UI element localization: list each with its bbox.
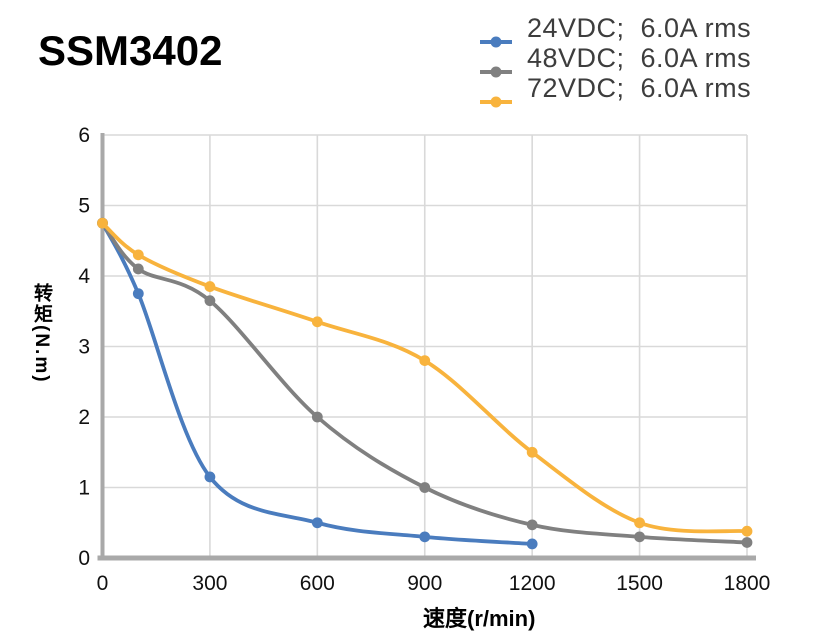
data-point-marker-48vdc — [132, 263, 144, 275]
data-point-marker-48vdc — [311, 411, 323, 423]
chart-title: SSM3402 — [38, 27, 223, 74]
y-tick-label: 2 — [78, 406, 90, 429]
x-axis-title: 速度(r/min) — [423, 606, 536, 631]
y-axis-title: 转矩(N.m) — [31, 283, 52, 384]
data-point-marker-72vdc — [526, 446, 538, 458]
legend-item-24vdc: 24VDC; 6.0A rms — [478, 13, 752, 48]
legend-label-72vdc: 72VDC; 6.0A rms — [527, 73, 752, 103]
y-tick-label: 4 — [78, 265, 90, 288]
x-tick-label: 1500 — [616, 572, 663, 595]
data-point-marker-48vdc — [204, 295, 216, 307]
y-tick-label: 0 — [78, 547, 90, 570]
data-point-marker-48vdc — [526, 519, 538, 531]
series-line-48vdc — [100, 221, 749, 545]
data-point-marker-72vdc — [741, 525, 753, 537]
series-line-72vdc — [100, 221, 749, 534]
y-tick-label: 1 — [78, 477, 90, 500]
data-point-marker-72vdc — [204, 281, 216, 292]
data-point-marker-72vdc — [419, 355, 431, 366]
x-tick-label: 0 — [97, 572, 109, 595]
legend-label-48vdc: 48VDC; 6.0A rms — [527, 43, 752, 73]
data-point-marker-24vdc — [311, 517, 323, 529]
y-tick-label: 6 — [78, 124, 90, 147]
data-point-marker-72vdc — [311, 316, 323, 328]
legend-line-marker-icon — [480, 36, 512, 48]
x-tick-label: 900 — [407, 572, 442, 595]
data-point-marker-48vdc — [634, 531, 645, 543]
data-point-marker-24vdc — [526, 538, 538, 550]
x-tick-label: 300 — [192, 572, 227, 595]
data-point-marker-48vdc — [419, 482, 431, 493]
y-tick-label: 5 — [78, 195, 90, 218]
legend-marker-dot — [490, 96, 502, 108]
data-point-marker-72vdc — [97, 217, 108, 229]
x-tick-label: 1200 — [509, 572, 556, 595]
legend: 24VDC; 6.0A rms 48VDC; 6.0A rms 72VDC; 6.0… — [478, 13, 752, 108]
data-point-marker-24vdc — [132, 288, 144, 300]
data-point-marker-24vdc — [204, 471, 216, 483]
data-point-marker-72vdc — [634, 517, 645, 529]
data-point-marker-72vdc — [132, 249, 144, 261]
data-point-marker-24vdc — [419, 531, 431, 543]
legend-item-72vdc: 72VDC; 6.0A rms — [478, 73, 752, 108]
legend-label-24vdc: 24VDC; 6.0A rms — [527, 13, 752, 43]
legend-item-48vdc: 48VDC; 6.0A rms — [478, 43, 752, 78]
legend-line-marker-icon — [480, 96, 512, 108]
data-point-marker-48vdc — [741, 537, 753, 548]
legend-line-marker-icon — [480, 66, 512, 78]
legend-marker-dot — [490, 66, 502, 78]
x-tick-label: 600 — [300, 572, 335, 595]
y-tick-label: 3 — [78, 336, 90, 359]
legend-marker-dot — [490, 36, 502, 48]
x-tick-label: 1800 — [724, 572, 771, 595]
